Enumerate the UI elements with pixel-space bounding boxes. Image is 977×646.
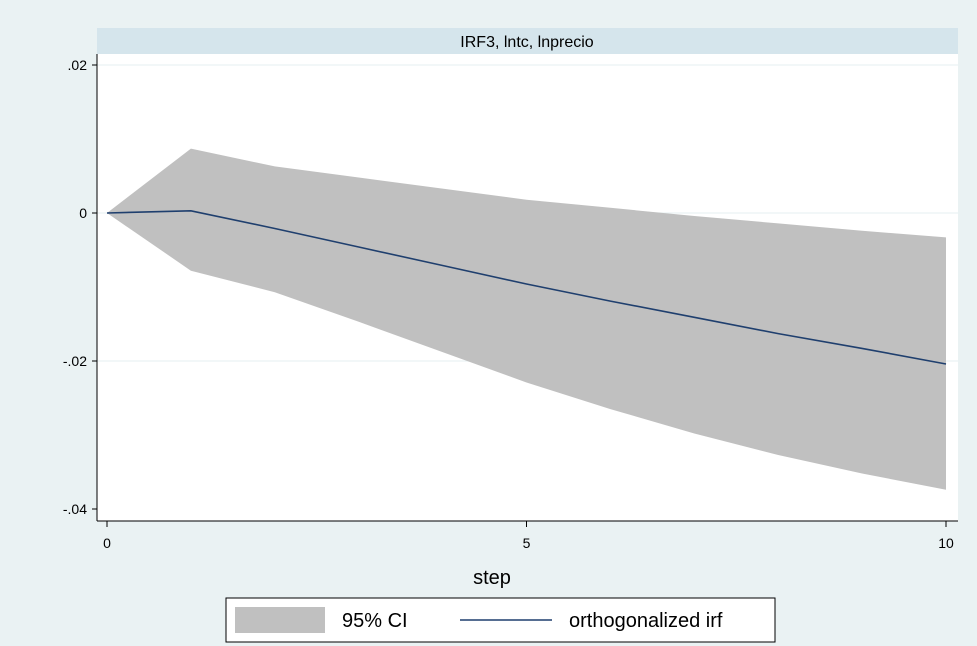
x-ticks: 0 5 10	[103, 521, 954, 551]
irf-line	[106, 209, 947, 365]
y-tick-label: -.04	[63, 501, 87, 517]
y-tick-label: -.02	[63, 353, 87, 369]
legend-ci-label: 95% CI	[342, 610, 408, 632]
chart-title: IRF3, lntc, lnprecio	[460, 34, 593, 51]
x-axis-label: step	[473, 567, 511, 589]
title-strip	[97, 28, 958, 54]
x-tick-label: 5	[523, 535, 531, 551]
y-tick-label: .02	[68, 57, 88, 73]
legend: 95% CI orthogonalized irf	[225, 597, 776, 643]
x-tick-label: 0	[103, 535, 111, 551]
x-tick-label: 10	[938, 535, 954, 551]
legend-ci-swatch	[235, 607, 325, 633]
ci-band	[107, 148, 946, 490]
legend-irf-label: orthogonalized irf	[569, 610, 723, 632]
y-tick-label: 0	[79, 205, 87, 221]
y-ticks: .02 0 -.02 -.04	[63, 57, 97, 517]
